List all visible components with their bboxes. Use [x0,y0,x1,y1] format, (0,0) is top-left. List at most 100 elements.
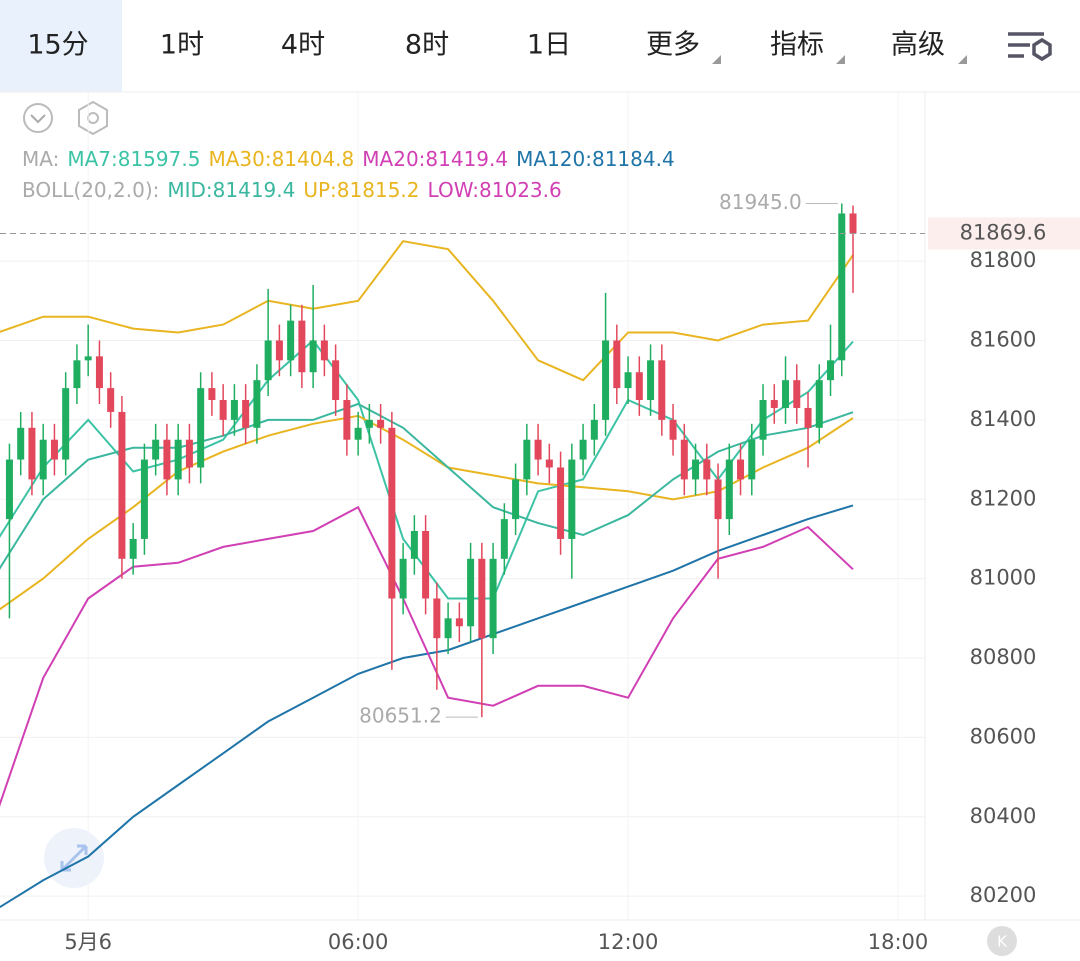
indicator-line [0,414,854,611]
candle-body [422,531,430,599]
candle-body [242,400,250,428]
indicator-line [0,505,854,807]
legend-item: MID:81419.4 [167,178,295,202]
menu-caret [712,55,721,64]
candle-body [478,558,486,639]
y-tick-label: 81400 [970,407,1037,431]
candle-body [5,459,13,520]
y-tick-label: 81000 [970,566,1037,590]
candle-body [590,419,598,440]
x-tick-label: 12:00 [598,930,659,954]
candle-body [118,411,126,559]
candle-body [354,427,362,440]
candle-body [163,439,171,480]
legend-item: UP:81815.2 [303,178,419,202]
indicator-line [0,402,854,570]
candle-body [28,427,36,480]
candle-body [455,618,463,627]
candle-body [545,459,553,468]
candle-body [275,340,283,361]
legend-item: MA20:81419.4 [362,147,508,171]
tab[interactable]: 8时 [405,30,449,61]
last-price-box [928,217,1080,250]
candle-body [793,380,801,408]
candle-body [95,356,103,389]
legend: BOLL(20,2.0): MID:81419.4 UP:81815.2 LOW:81… [22,178,562,202]
candle-body [782,380,790,408]
settings-hex[interactable] [78,100,108,136]
candle-body [815,380,823,428]
tab[interactable]: 指标 [770,30,824,61]
candle-body [332,360,340,401]
candle-body [298,320,306,373]
candle-body [624,372,632,389]
legend-item: MA30:81404.8 [208,147,354,171]
candle-body [647,360,655,401]
last-price-label: 81869.6 [960,220,1047,244]
candle-body [377,419,385,428]
y-tick-label: 81600 [970,327,1037,351]
candle-body [129,538,137,559]
candle-body [219,400,227,420]
tab[interactable]: 15分 [27,30,88,61]
candle-body [635,372,643,401]
legend-item: MA7:81597.5 [67,147,200,171]
tab[interactable]: 更多 [646,30,700,61]
candle-body [320,340,328,361]
y-tick-label: 80200 [970,883,1037,907]
tab[interactable]: 1时 [160,30,204,61]
candle-body [692,459,700,480]
legend-prefix: MA: [22,147,59,171]
candle-body [399,558,407,599]
candle-body [287,320,295,361]
candle-body [107,388,115,412]
candle-body [253,380,261,428]
y-tick-label: 81200 [970,486,1037,510]
x-tick-label: 18:00 [868,930,929,954]
legend-item: MA120:81184.4 [516,147,675,171]
candle-body [73,360,81,389]
candle-body [770,400,778,408]
plot: 81945.0 80651.2 [0,92,925,920]
legend: MA: MA7:81597.5 MA30:81404.8 MA20:81419.4 MA… [22,147,675,171]
y-tick-label: 80600 [970,724,1037,748]
candle-body [827,360,835,381]
collapse-button[interactable] [23,103,53,133]
candle-body [602,340,610,420]
candle-body [804,407,812,428]
candle-body [410,531,418,559]
candle-body [849,213,857,234]
annotation: 80651.2 [359,704,442,728]
k-button[interactable] [987,926,1017,956]
expand-icon [60,844,88,872]
y-tick-label: 80400 [970,804,1037,828]
tab[interactable]: 4时 [281,30,325,61]
menu-caret [836,55,845,64]
candle-body [658,360,666,420]
y-tick-label: 81800 [970,248,1037,272]
candle-body [523,439,531,480]
candle-body [309,340,317,373]
candle-body [748,439,756,480]
settings-icon[interactable] [1008,32,1052,62]
x-tick-label: 06:00 [328,930,389,954]
candle-body [185,439,193,468]
candle-body [714,479,722,520]
candle-body [39,439,47,480]
candle-body [230,400,238,420]
candle-body [140,459,148,539]
menu-caret [958,55,967,64]
candle-body [737,459,745,480]
candle-body [759,400,767,440]
k-icon: K [997,933,1008,951]
tab[interactable]: 高级 [891,30,945,61]
candle-body [557,467,565,539]
indicator-line [0,240,854,382]
legend-item: LOW:81023.6 [428,178,562,202]
candle-body [579,439,587,460]
candle-body [725,459,733,520]
candle-body [680,439,688,480]
candle-body [433,598,441,639]
tab[interactable]: 1日 [527,30,571,61]
